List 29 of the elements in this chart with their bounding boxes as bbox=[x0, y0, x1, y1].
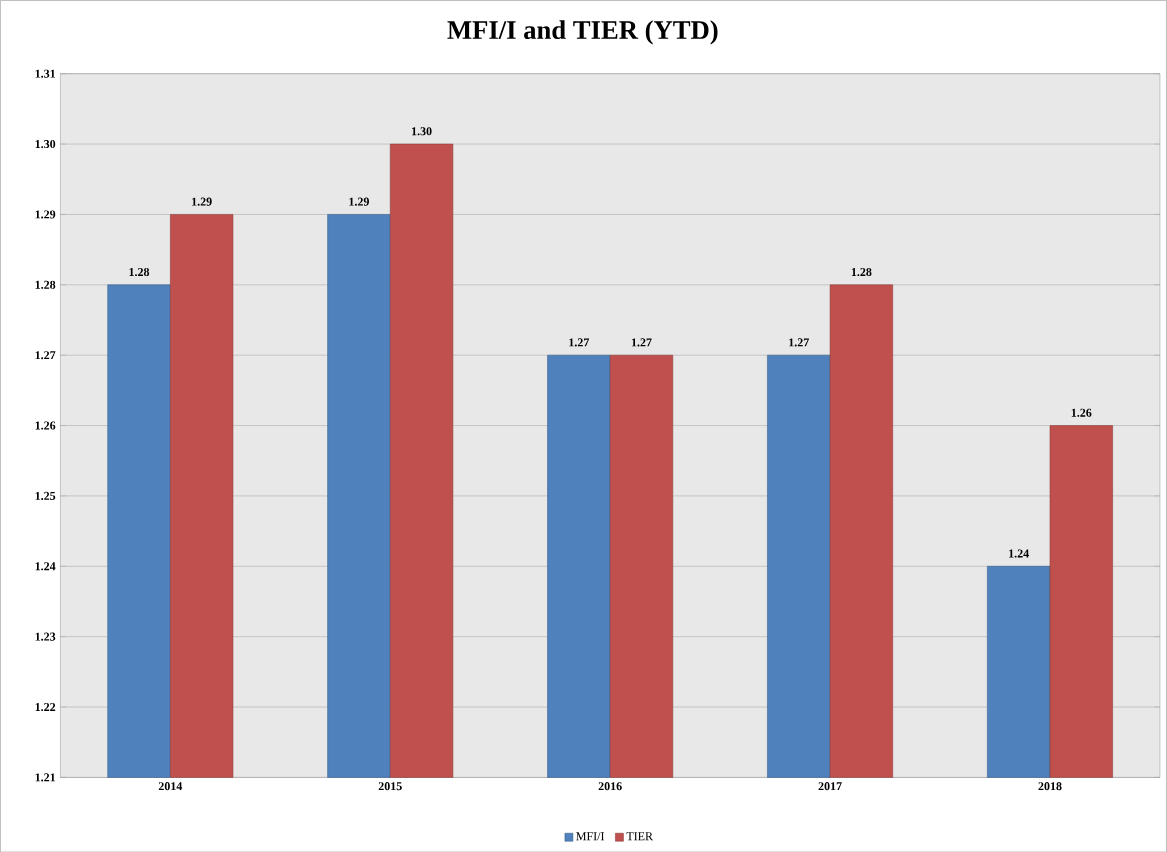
y-tick-label: 1.28 bbox=[35, 280, 56, 289]
data-label: 1.26 bbox=[1071, 408, 1092, 417]
y-tick-label: 1.24 bbox=[35, 562, 56, 571]
y-tick-label: 1.21 bbox=[35, 773, 56, 782]
x-tick-label: 2015 bbox=[378, 781, 402, 791]
y-tick-label: 1.23 bbox=[35, 632, 56, 641]
data-label: 1.30 bbox=[412, 126, 432, 136]
y-tick-label: 1.26 bbox=[35, 421, 56, 430]
y-tick-label: 1.30 bbox=[35, 139, 56, 148]
legend-label: MFI/I bbox=[576, 832, 605, 841]
x-tick-label: 2018 bbox=[1038, 781, 1062, 791]
x-tick-label: 2017 bbox=[818, 781, 842, 791]
y-tick-label: 1.29 bbox=[35, 210, 56, 219]
y-tick-label: 1.25 bbox=[35, 491, 56, 500]
data-label: 1.24 bbox=[1009, 549, 1029, 558]
legend-label: TIER bbox=[626, 832, 653, 840]
chart-title: MFI/I and TIER (YTD) bbox=[447, 20, 718, 45]
data-label: 1.27 bbox=[789, 338, 809, 347]
data-label: 1.27 bbox=[631, 338, 652, 347]
y-tick-label: 1.22 bbox=[35, 702, 56, 711]
y-tick-label: 1.31 bbox=[35, 69, 56, 78]
data-label: 1.29 bbox=[192, 197, 212, 206]
data-label: 1.29 bbox=[349, 197, 369, 206]
y-tick-label: 1.27 bbox=[35, 350, 56, 360]
data-label: 1.28 bbox=[129, 267, 150, 276]
data-label: 1.28 bbox=[851, 267, 872, 276]
data-label: 1.27 bbox=[569, 338, 590, 347]
x-tick-label: 2014 bbox=[158, 781, 183, 791]
x-tick-label: 2016 bbox=[598, 781, 622, 791]
